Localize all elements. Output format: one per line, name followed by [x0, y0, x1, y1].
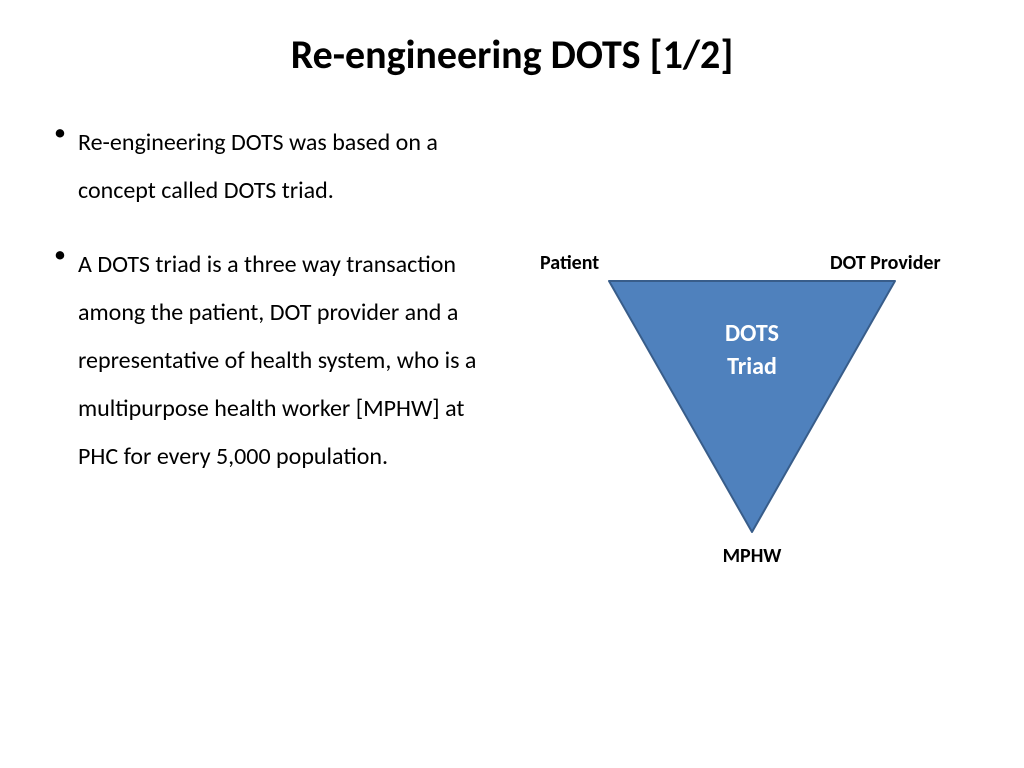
bullet-item: Re-engineering DOTS was based on a conce…	[50, 119, 500, 215]
triangle-wrap: DOTS Triad	[607, 279, 897, 534]
slide: Re-engineering DOTS [1/2] Re-engineering…	[0, 0, 1024, 768]
triangle-icon	[607, 279, 897, 534]
vertex-label-patient: Patient	[540, 251, 599, 275]
bullet-list: Re-engineering DOTS was based on a conce…	[50, 119, 500, 481]
bullet-item: A DOTS triad is a three way transaction …	[50, 241, 500, 481]
content-row: Re-engineering DOTS was based on a conce…	[40, 119, 984, 579]
triangle-label-line2: Triad	[607, 352, 897, 381]
vertex-label-dot-provider: DOT Provider	[830, 251, 941, 275]
triangle-label: DOTS Triad	[607, 319, 897, 381]
slide-title: Re-engineering DOTS [1/2]	[40, 30, 984, 79]
diagram-column: Patient DOT Provider DOTS Triad MPHW	[520, 119, 984, 579]
bullet-column: Re-engineering DOTS was based on a conce…	[40, 119, 520, 507]
vertex-label-mphw: MPHW	[723, 544, 782, 568]
triangle-label-line1: DOTS	[607, 319, 897, 348]
